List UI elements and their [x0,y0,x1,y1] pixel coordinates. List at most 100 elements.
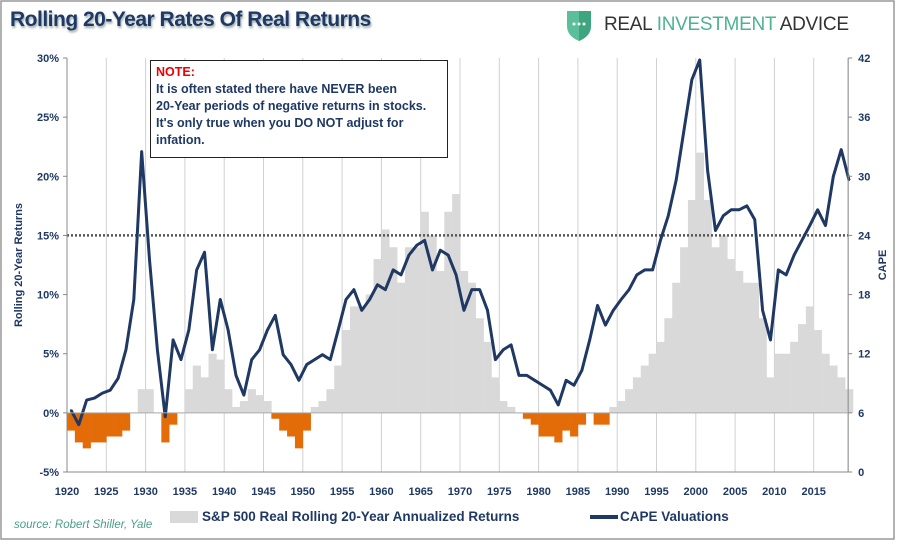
cape-point [769,339,772,341]
return-bar [821,353,830,413]
cape-point [463,309,465,312]
cape-point [148,259,151,261]
y2-tick-label: 36 [858,112,870,124]
return-bar [711,247,720,413]
cape-point [518,374,520,377]
return-bar [625,389,634,413]
return-bar [766,377,775,413]
return-bar [98,412,107,443]
cape-point [478,288,481,291]
return-bar [632,377,642,413]
cape-point [596,304,599,307]
x-tick-label: 1980 [526,486,550,498]
cape-point [848,179,850,182]
return-bar [845,389,854,413]
return-bar [114,412,123,437]
note-line: infation. [156,133,205,147]
return-bar [577,412,587,425]
cape-point [345,298,347,301]
cape-point [117,377,119,380]
y2-tick-label: 30 [858,171,870,183]
return-bar [522,412,532,419]
return-bar [444,211,453,413]
cape-point [832,175,835,178]
return-bar [82,412,91,449]
cape-point [353,288,355,291]
return-bar [813,330,822,413]
cape-point [801,239,803,242]
return-bar [452,194,461,413]
return-bar [208,353,217,413]
y-axis-label: Rolling 20-Year Returns [13,203,25,327]
cape-point [400,274,402,276]
return-bar [404,247,414,413]
cape-point [455,274,457,276]
cape-point [675,179,677,182]
cape-point [549,389,552,391]
return-bar [247,389,256,413]
cape-point [329,358,332,361]
cape-point [125,348,127,351]
cape-point [227,329,229,331]
return-bar [483,341,492,413]
cape-point [415,244,418,247]
note-heading: NOTE: [156,65,195,79]
return-bar [601,412,610,425]
legend-label: S&P 500 Real Rolling 20-Year Annualized … [202,509,520,524]
return-bar [750,282,759,413]
return-bar [349,306,359,413]
cape-point [195,269,198,271]
return-bar [491,377,500,413]
source-note: source: Robert Shiller, Yale [14,519,153,531]
cape-point [651,269,654,271]
return-bar [475,318,484,413]
cape-point [628,288,630,291]
cape-point [368,298,371,301]
return-bar [672,282,681,413]
cape-point [133,298,135,301]
cape-point [604,324,607,326]
cape-point [282,353,284,356]
cape-point [581,369,583,372]
return-bar [742,282,752,413]
return-bar [530,412,539,425]
return-bar [397,282,406,413]
cape-point [109,389,112,391]
return-bar [507,406,516,413]
return-bar [562,412,571,431]
cape-point [667,214,670,217]
return-bar [263,401,272,413]
return-bar [695,152,704,413]
return-bar [703,199,712,413]
cape-point [85,399,88,401]
cape-point [211,348,214,351]
cape-point [533,379,536,382]
cape-point [746,205,748,207]
return-bar [318,401,327,413]
return-bar [593,412,602,425]
note-line: It is often stated there have NEVER been [156,82,398,96]
cape-point [313,358,316,361]
cape-point [738,209,740,211]
note-box: NOTE: It is often stated there have NEVE… [150,60,448,158]
return-bar [790,341,799,413]
y-tick-label: 10% [37,290,59,302]
shield-logo-icon [567,11,591,41]
cape-point [101,392,104,394]
y2-tick-label: 6 [858,408,864,420]
cape-point [235,374,237,377]
return-bar [255,395,264,413]
x-tick-label: 1940 [212,486,236,498]
return-bar [145,389,154,413]
x-tick-label: 1965 [408,486,432,498]
cape-point [502,348,505,351]
return-bar [829,365,838,413]
return-bar [687,199,697,413]
return-bar [782,353,791,413]
cape-point [510,344,512,346]
return-bar [67,412,76,431]
cape-point [274,314,277,317]
return-bar [365,294,374,413]
return-bar [357,306,366,413]
